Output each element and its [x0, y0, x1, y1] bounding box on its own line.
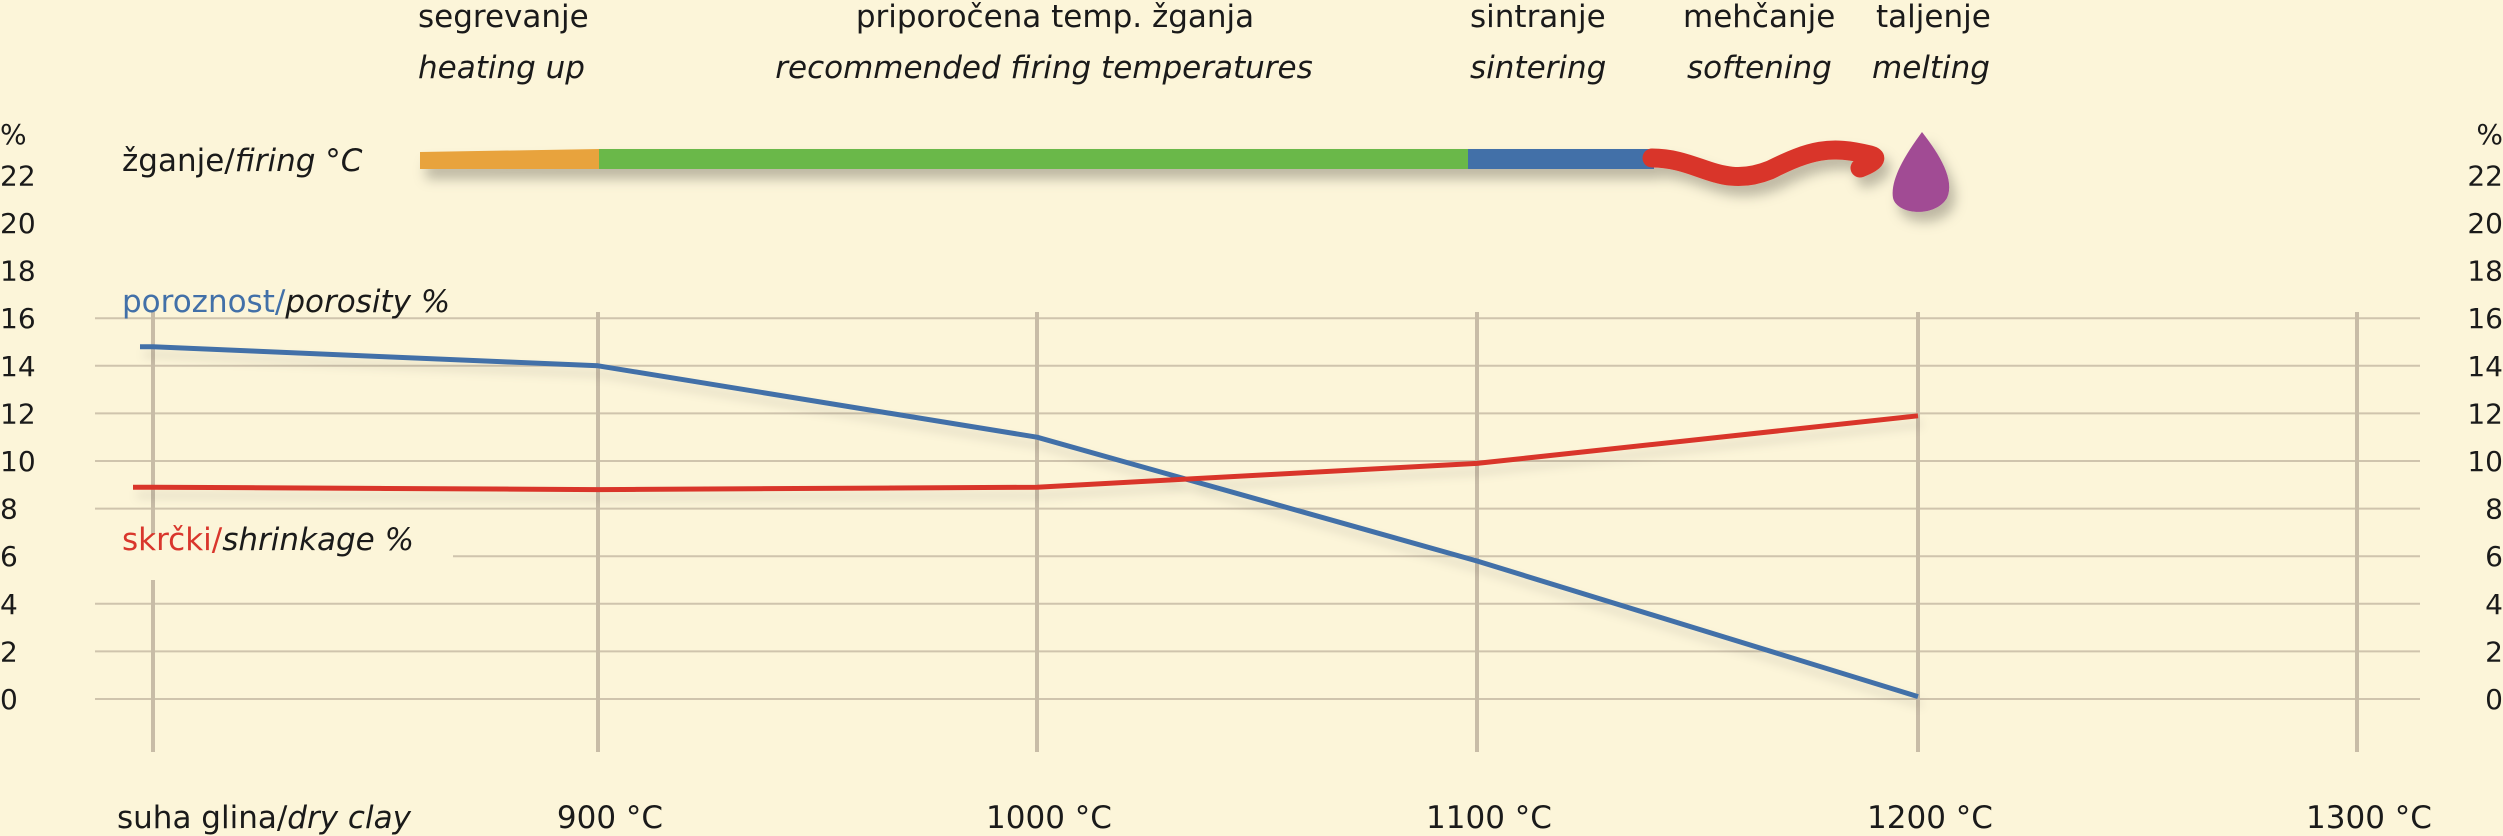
firing-bar-heating [420, 149, 600, 169]
y-tick-right-10: 10 [2467, 445, 2503, 478]
grid [95, 317, 2420, 700]
x-tick-3: 1100 °C [1426, 800, 1552, 836]
phase-recommended-sl: priporočena temp. žganja [856, 0, 1254, 35]
phase-heating-en: heating up [418, 50, 585, 86]
firing-bar [420, 132, 1950, 212]
y-tick-right-0: 0 [2485, 683, 2503, 716]
y-tick-right-16: 16 [2467, 302, 2503, 335]
porosity-label: poroznost/porosity % [122, 284, 450, 320]
y-tick-right-4: 4 [2485, 588, 2503, 621]
y-tick-left-18: 18 [0, 255, 36, 288]
y-axis-unit-left: % [0, 118, 27, 151]
y-axis-right: % 0 2 4 6 8 10 12 14 16 18 20 22 [2467, 118, 2503, 716]
y-tick-right-2: 2 [2485, 635, 2503, 668]
series-line-1 [133, 413, 1919, 493]
y-tick-right-6: 6 [2485, 540, 2503, 573]
firing-bar-melting [1892, 132, 1950, 212]
x-axis-labels: 900 °C 1000 °C 1100 °C 1200 °C 1300 °C [557, 800, 2432, 836]
y-tick-right-18: 18 [2467, 255, 2503, 288]
y-tick-left-14: 14 [0, 350, 36, 383]
firing-bar-sintering [1468, 149, 1654, 169]
y-tick-left-6: 6 [0, 540, 18, 573]
phase-heating-sl: segrevanje [418, 0, 589, 35]
x-tick-5: 1300 °C [2306, 800, 2432, 836]
firing-bar-softening [1642, 140, 1885, 187]
phase-headers: segrevanje heating up priporočena temp. … [418, 0, 1991, 86]
y-tick-left-20: 20 [0, 207, 36, 240]
y-axis-unit-right: % [2476, 118, 2503, 151]
y-tick-right-14: 14 [2467, 350, 2503, 383]
y-tick-right-20: 20 [2467, 207, 2503, 240]
phase-softening-sl: mehčanje [1683, 0, 1835, 35]
phase-softening-en: softening [1687, 50, 1832, 86]
series [133, 344, 1919, 699]
phase-melting-sl: taljenje [1876, 0, 1991, 35]
y-tick-right-8: 8 [2485, 493, 2503, 526]
y-tick-left-10: 10 [0, 445, 36, 478]
x-tick-2: 1000 °C [986, 800, 1112, 836]
y-tick-left-8: 8 [0, 493, 18, 526]
y-tick-left-2: 2 [0, 635, 18, 668]
shrinkage-label: skrčki/shrinkage % [122, 522, 414, 558]
y-axis-left: % 0 2 4 6 8 10 12 14 16 18 20 22 [0, 118, 36, 716]
y-tick-left-0: 0 [0, 683, 18, 716]
y-tick-right-22: 22 [2467, 159, 2503, 192]
y-tick-left-4: 4 [0, 588, 18, 621]
y-tick-left-16: 16 [0, 302, 36, 335]
firing-bar-recommended [599, 149, 1469, 169]
phase-recommended-en: recommended firing temperatures [775, 50, 1312, 86]
firing-label: žganje/firing °C [122, 143, 363, 179]
phase-sintering-en: sintering [1470, 50, 1606, 86]
x-tick-dry-clay: suha glina/dry clay [117, 800, 412, 836]
y-tick-right-12: 12 [2467, 397, 2503, 430]
x-tick-1: 900 °C [557, 800, 663, 836]
vertical-lines [151, 312, 2359, 752]
phase-melting-en: melting [1872, 50, 1990, 86]
y-tick-left-12: 12 [0, 397, 36, 430]
phase-sintering-sl: sintranje [1470, 0, 1606, 35]
y-tick-left-22: 22 [0, 159, 36, 192]
series-line-0 [140, 344, 1919, 699]
x-tick-4: 1200 °C [1867, 800, 1993, 836]
